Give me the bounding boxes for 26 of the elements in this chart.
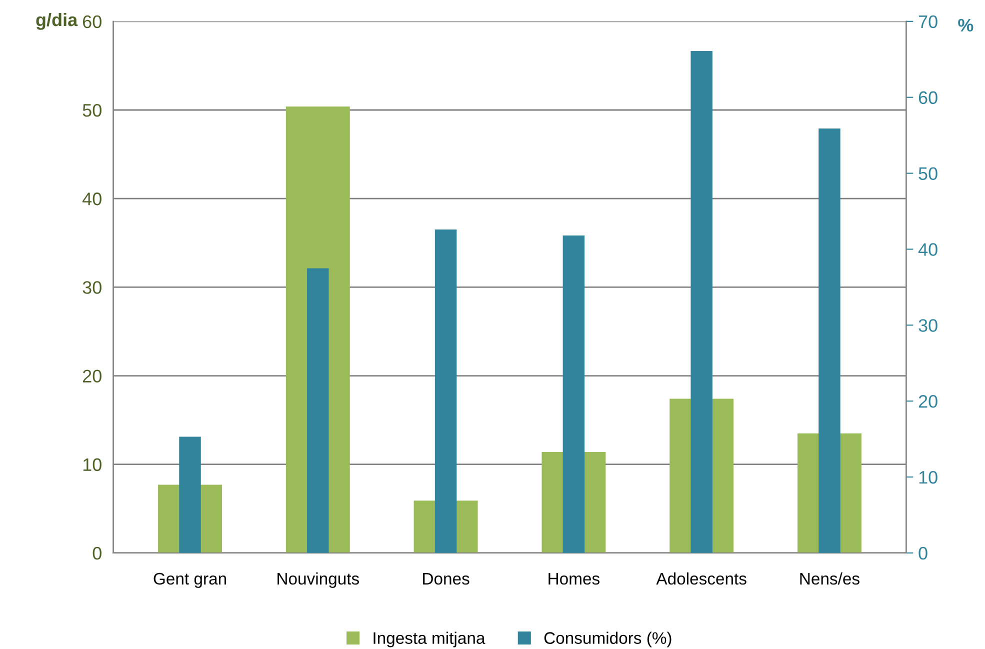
y2-tick-label: 0 (918, 546, 928, 560)
legend-label: Consumidors (%) (544, 632, 672, 648)
y2-tick-label: 30 (918, 319, 938, 332)
bar (307, 268, 329, 553)
x-tick-label: Nens/es (800, 572, 860, 585)
legend-label: Ingesta mitjana (374, 632, 486, 648)
x-tick-label: Adolescents (656, 572, 746, 585)
x-tick-label: Homes (548, 573, 600, 585)
y-tick-label: 30 (82, 281, 102, 294)
x-tick-label: Gent gran (154, 572, 226, 588)
x-tick-label: Dones (423, 573, 470, 585)
y-tick-label: 20 (82, 370, 102, 382)
y2-tick-label: 10 (919, 470, 938, 484)
y-tick-label: 10 (83, 458, 102, 472)
y2-tick-label: 70 (918, 15, 938, 28)
y2-tick-label: 60 (918, 91, 938, 104)
y-tick-label: 50 (82, 104, 102, 117)
y2-tick-label: 20 (918, 395, 938, 408)
x-tick-label: Nouvinguts (278, 572, 359, 588)
y2-axis-title: % (958, 18, 974, 32)
y-tick-label: 0 (92, 546, 102, 560)
y2-tick-label: 40 (918, 243, 938, 256)
y-axis-title: g/dia (36, 12, 78, 30)
y2-tick-label: 50 (918, 167, 938, 180)
y-tick-label: 40 (82, 192, 102, 206)
y-tick-label: 60 (83, 15, 102, 28)
